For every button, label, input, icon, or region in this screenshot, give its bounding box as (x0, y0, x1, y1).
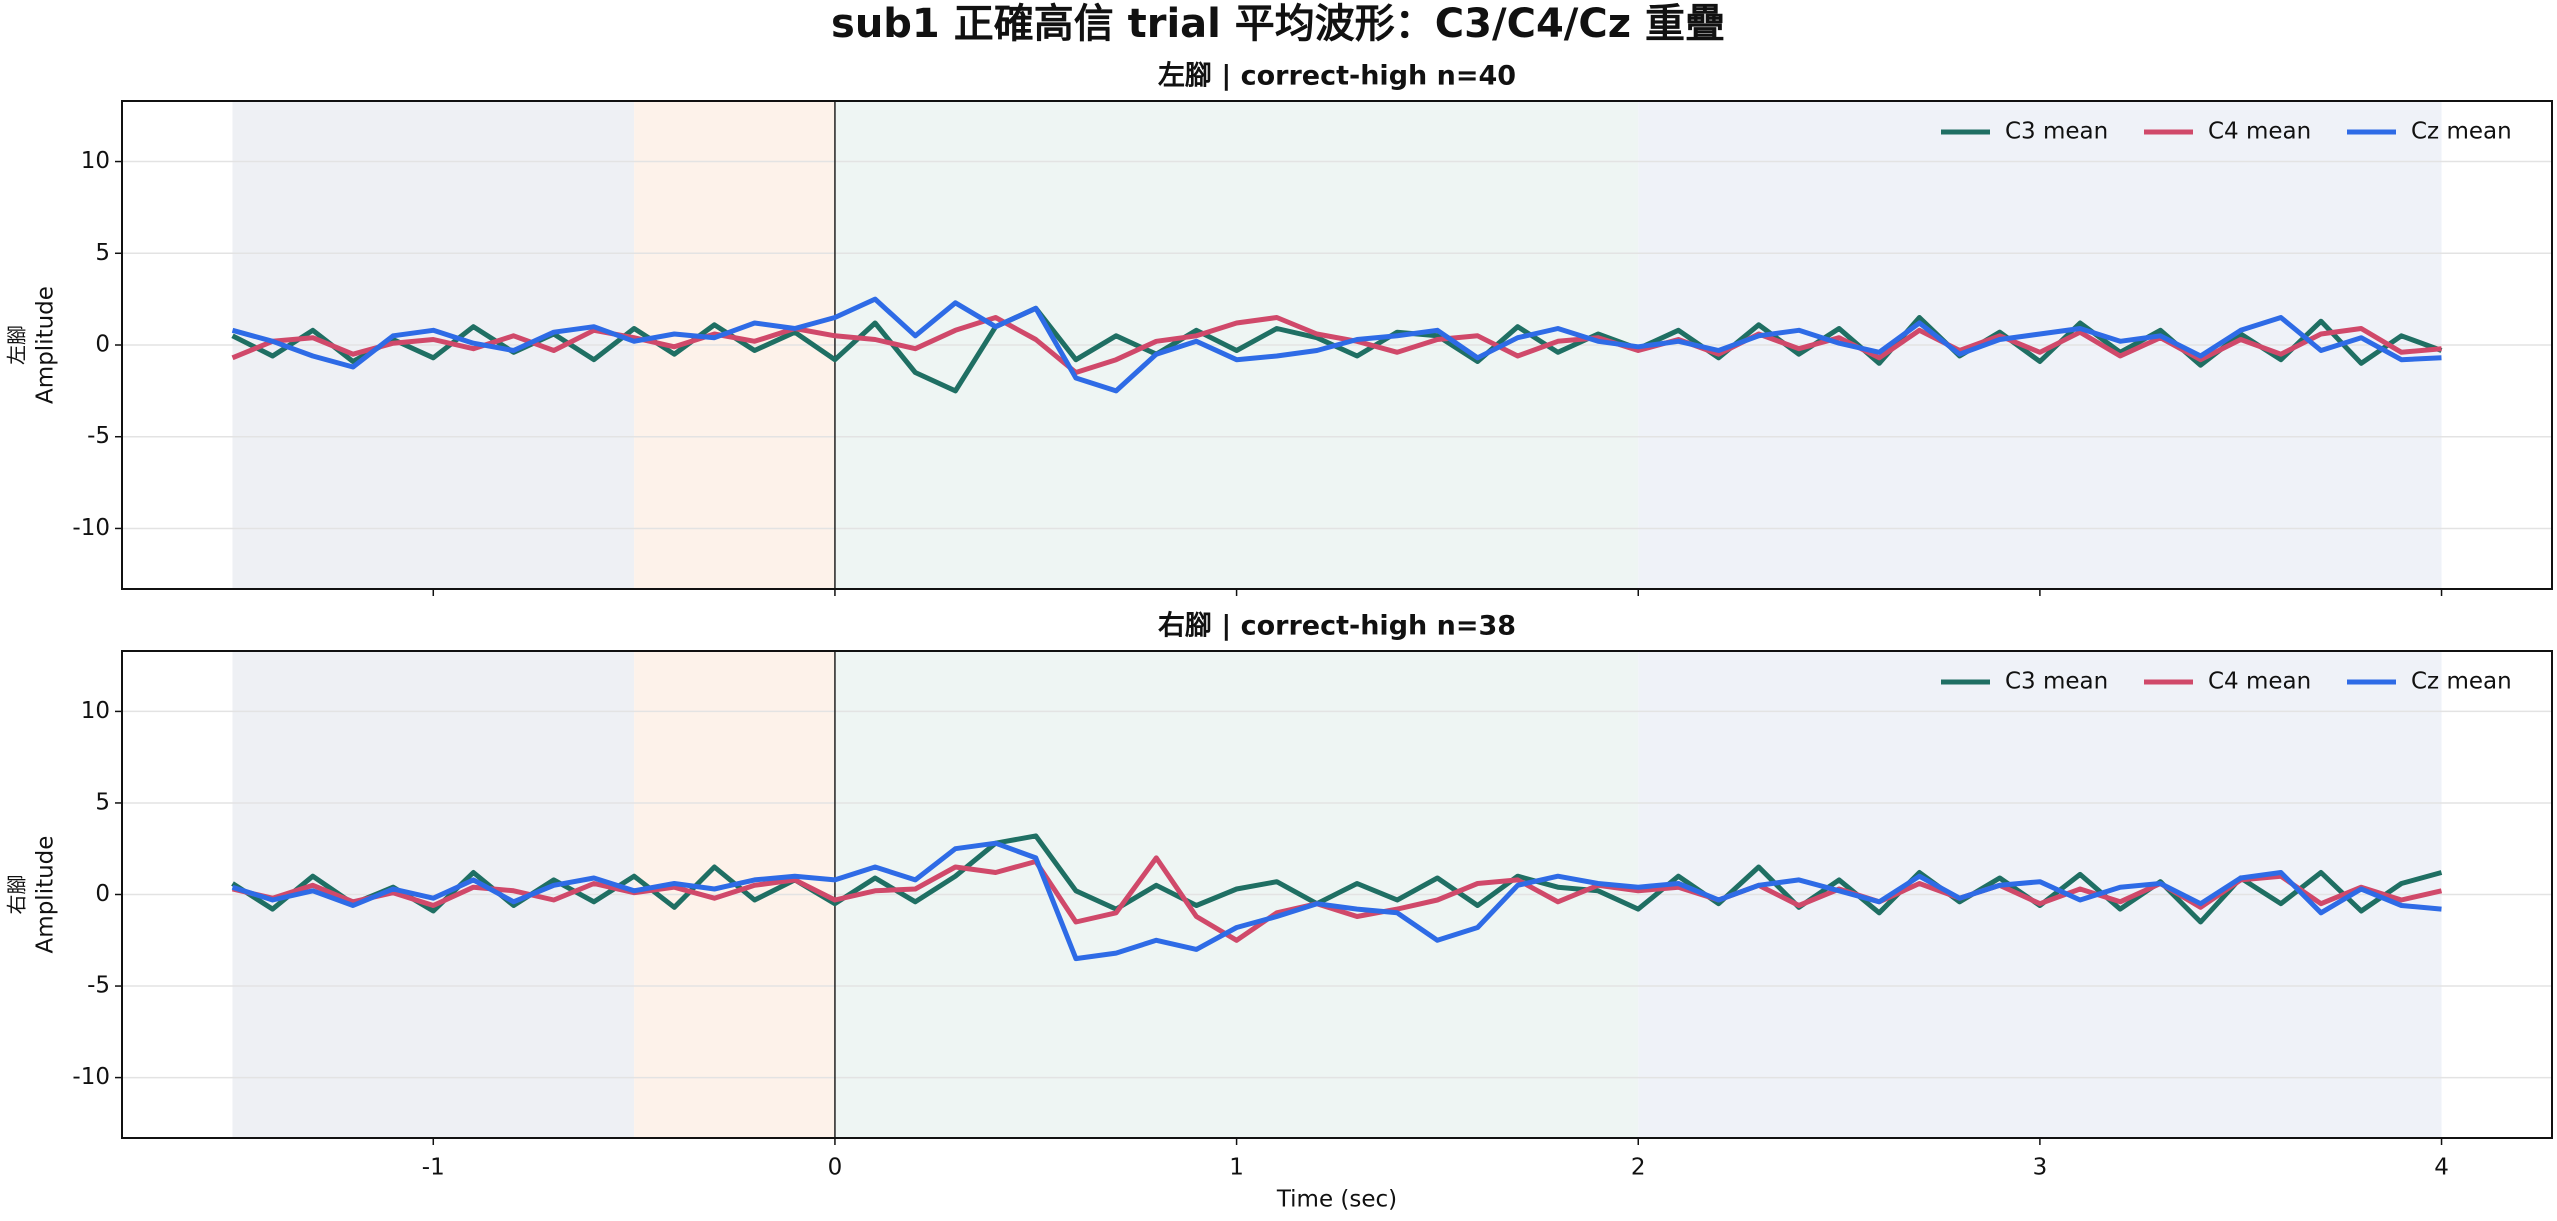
y-tick-label: 0 (95, 881, 110, 907)
axes-frame (121, 100, 2553, 590)
legend-label: Cz mean (2411, 669, 2512, 695)
x-axis-label: Time (sec) (1276, 1187, 1397, 1213)
y-tick-label: -5 (87, 423, 110, 449)
series-line (231, 855, 2443, 943)
x-tick-label: -1 (422, 1155, 445, 1181)
legend-label: C4 mean (2208, 669, 2311, 695)
y-axis-label: 右腳 (5, 875, 29, 915)
legend-label: Cz mean (2411, 119, 2512, 145)
y-tick-label: -5 (87, 973, 110, 999)
legend-label: C3 mean (2005, 119, 2108, 145)
series-line (231, 833, 2443, 925)
series-line (231, 296, 2442, 394)
axes-title: 右腳 | correct-high n=38 (1158, 611, 1516, 642)
axes-title: 左腳 | correct-high n=40 (1158, 61, 1516, 92)
y-tick-label: 10 (81, 698, 110, 724)
series-line (231, 840, 2442, 962)
figure-title: sub1 正確高信 trial 平均波形：C3/C4/Cz 重疊 (831, 1, 1725, 47)
y-axis-label: Amplitude (33, 286, 59, 404)
y-tick-label: -10 (72, 1064, 110, 1090)
y-tick-label: 5 (95, 240, 110, 266)
axes-frame (121, 650, 2553, 1139)
y-tick-label: 5 (95, 789, 110, 815)
y-tick-label: 0 (95, 332, 110, 358)
y-tick-label: -10 (72, 515, 110, 541)
panel: -10 -5 0 5 10 左腳 | correct-high n=40 左腳 Amplitu… (5, 61, 2553, 596)
y-tick-label: 10 (81, 148, 110, 174)
legend-label: C4 mean (2208, 119, 2311, 145)
x-tick-label: 3 (2033, 1155, 2048, 1181)
x-tick-label: 0 (828, 1155, 843, 1181)
y-axis-label: 左腳 (5, 325, 29, 365)
y-axis-label: Amplitude (33, 836, 59, 954)
x-tick-label: 2 (1631, 1155, 1646, 1181)
x-tick-label: 4 (2434, 1155, 2449, 1181)
x-tick-label: 1 (1229, 1155, 1244, 1181)
legend-label: C3 mean (2005, 669, 2108, 695)
